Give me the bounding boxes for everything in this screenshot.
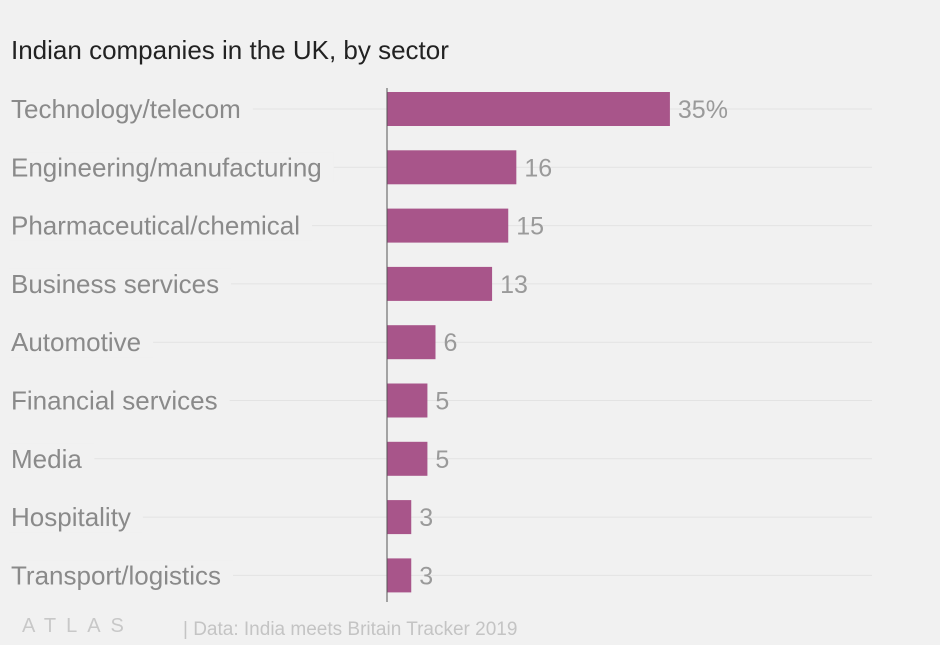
bar <box>387 325 436 360</box>
category-label: Technology/telecom <box>11 94 241 124</box>
bar <box>387 150 517 185</box>
bars <box>387 92 670 593</box>
category-label: Hospitality <box>11 502 131 532</box>
value-label: 3 <box>419 504 433 532</box>
bar <box>387 558 412 593</box>
category-label: Business services <box>11 269 219 299</box>
category-label: Transport/logistics <box>11 560 221 590</box>
atlas-logo: ATLAS <box>22 615 134 637</box>
category-label: Automotive <box>11 327 141 357</box>
label-background <box>9 94 253 124</box>
label-background <box>9 502 143 533</box>
label-background <box>9 268 232 299</box>
value-label: 13 <box>500 271 528 299</box>
label-background <box>9 327 154 358</box>
chart-title: Indian companies in the UK, by sector <box>11 35 449 65</box>
category-label: Pharmaceutical/chemical <box>11 211 300 241</box>
bar <box>387 441 428 476</box>
value-label: 15 <box>516 213 544 241</box>
category-label: Media <box>11 444 82 474</box>
category-label: Financial services <box>11 386 218 416</box>
value-label: 3 <box>419 562 433 590</box>
bar <box>387 92 670 126</box>
bar <box>387 208 509 243</box>
source-note: | Data: India meets Britain Tracker 2019 <box>183 619 517 640</box>
label-background <box>9 210 313 241</box>
value-label: 5 <box>435 388 449 416</box>
label-background <box>9 385 230 416</box>
value-label: 35% <box>678 96 728 124</box>
category-labels: Technology/telecom Engineering/manufactur… <box>9 94 334 591</box>
value-label: 5 <box>435 446 449 474</box>
category-label: Engineering/manufacturing <box>11 152 322 182</box>
label-background <box>9 443 95 474</box>
bar <box>387 383 428 418</box>
bar <box>387 266 493 301</box>
value-label: 16 <box>524 154 552 182</box>
label-background <box>9 152 334 183</box>
value-labels: 35% 16 15 13 6 5 5 3 3 <box>419 96 728 590</box>
value-label: 6 <box>444 329 458 357</box>
bar <box>387 500 412 535</box>
label-background <box>9 560 233 591</box>
